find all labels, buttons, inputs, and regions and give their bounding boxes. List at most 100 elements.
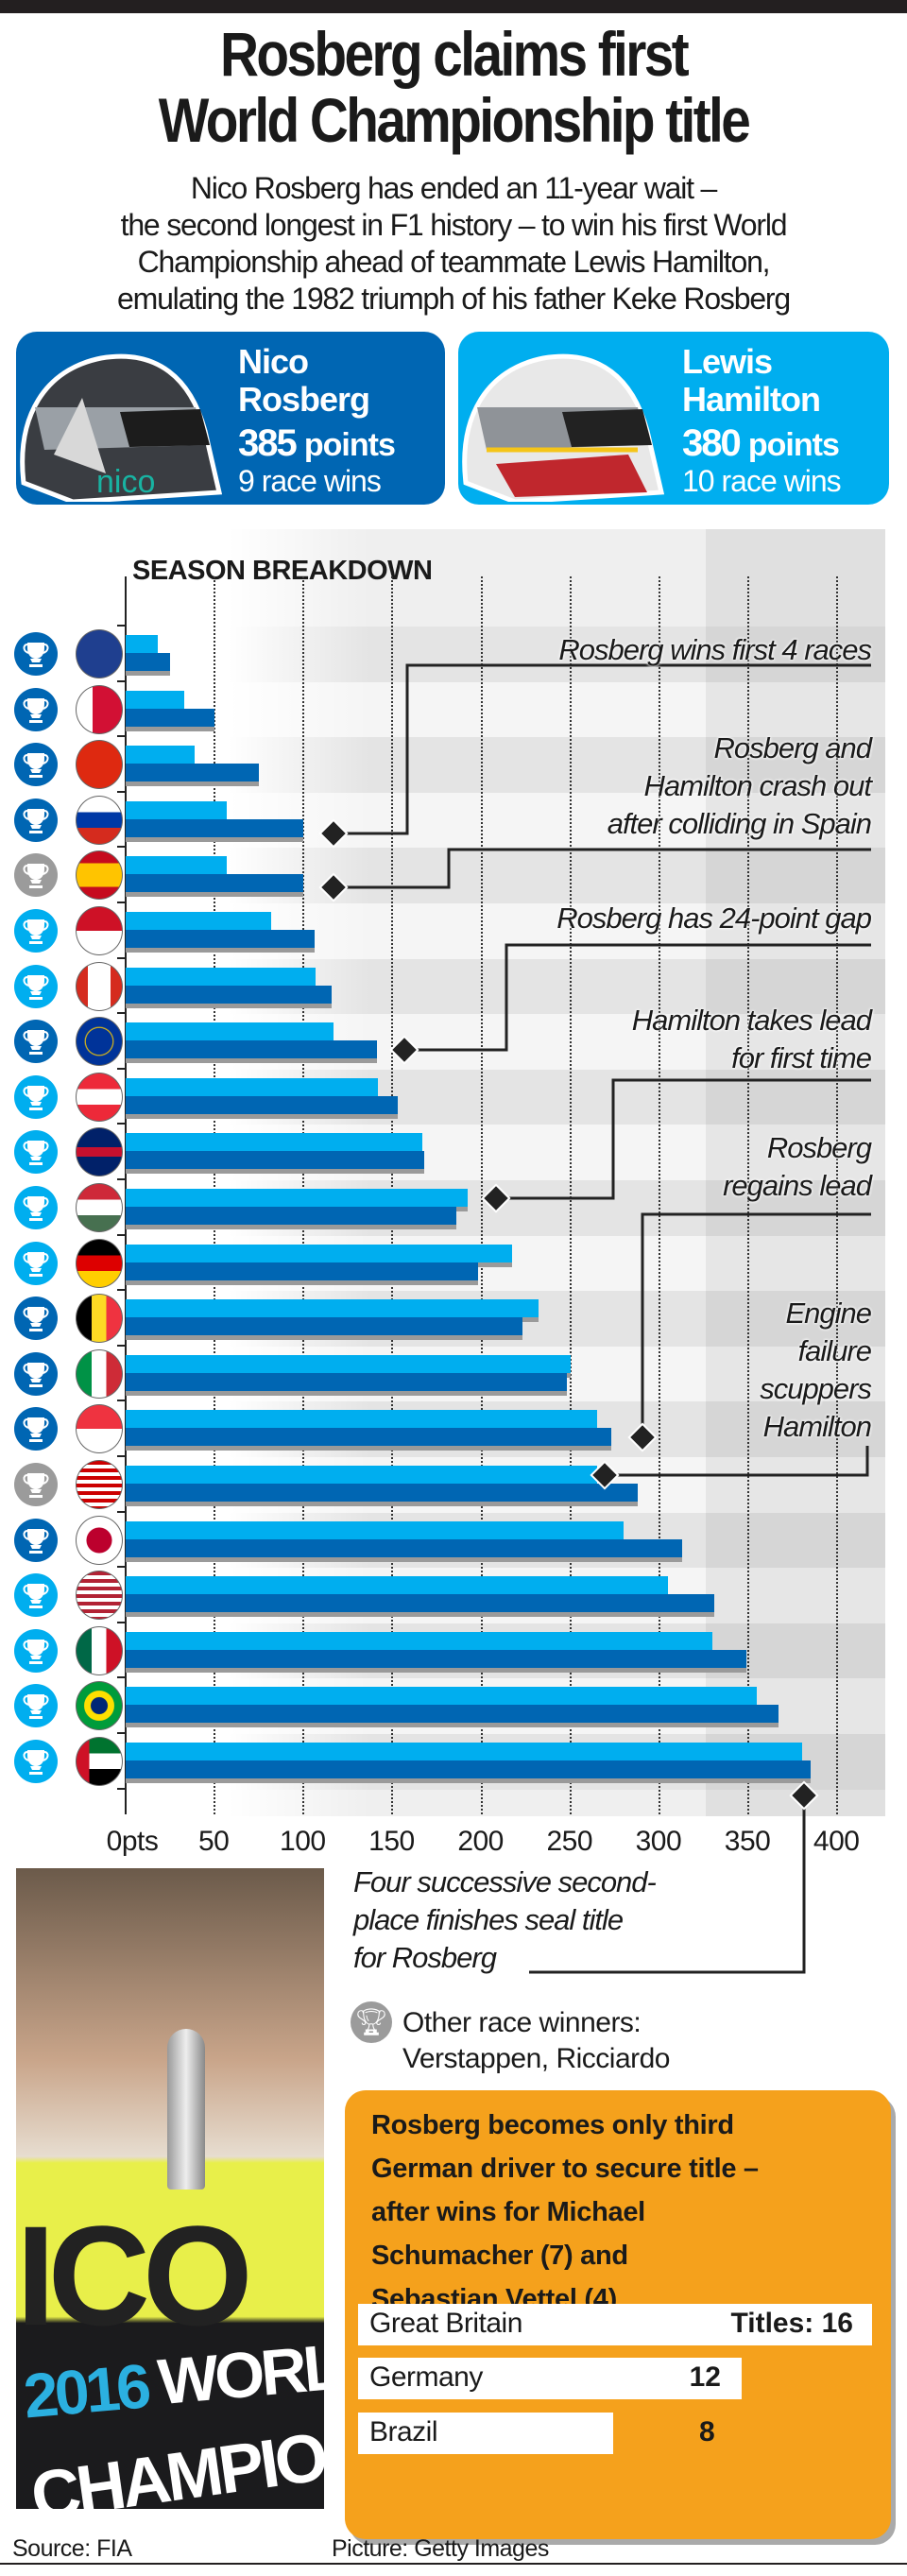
annotation-text: Rosberg wins first 4 races xyxy=(558,631,872,669)
annotation-leader-line xyxy=(496,1078,871,1200)
trophy-icon xyxy=(14,1186,58,1229)
axis-tick xyxy=(117,679,125,682)
axis-tick xyxy=(117,1067,125,1070)
trophy-icon xyxy=(14,1407,58,1451)
bar-rosberg xyxy=(126,1317,522,1336)
trophy-icon xyxy=(14,632,58,676)
bar-hamilton xyxy=(126,967,317,986)
annotation-line: Engine xyxy=(785,1297,872,1330)
axis-tick xyxy=(117,1123,125,1125)
flag-usa-icon xyxy=(76,1571,123,1621)
annotation-line: Rosberg has 24-point gap xyxy=(556,902,872,935)
hamilton-card: Lewis Hamilton 380 points 10 race wins xyxy=(458,332,889,505)
axis-label: 400 xyxy=(813,1826,860,1857)
bar-rosberg xyxy=(126,1705,779,1724)
bar-hamilton xyxy=(126,1466,597,1484)
annotation-leader-line xyxy=(529,1795,806,1974)
trophy-icon xyxy=(14,1074,58,1119)
axis-tick xyxy=(117,1455,125,1457)
bar-rosberg xyxy=(126,1095,399,1114)
annotation-text: Rosberg has 24-point gap xyxy=(556,900,872,937)
bar-rosberg xyxy=(126,653,171,671)
driver-last-name: Rosberg xyxy=(238,380,370,419)
rosberg-card: nico Nico Rosberg 385 points 9 race wins xyxy=(16,332,445,505)
bar-hamilton xyxy=(126,1077,379,1096)
bar-hamilton xyxy=(126,746,196,764)
annotation-line: regains lead xyxy=(723,1169,872,1202)
driver-wins: 10 race wins xyxy=(682,464,842,498)
flag-australia-icon xyxy=(76,629,123,678)
intro-line: Nico Rosberg has ended an 11-year wait – xyxy=(190,171,717,205)
bar-rosberg xyxy=(126,1760,811,1778)
annotation-line: for first time xyxy=(731,1041,872,1074)
bar-rosberg xyxy=(126,874,304,893)
annotation-line: after colliding in Spain xyxy=(607,807,872,840)
bar-rosberg xyxy=(126,764,260,782)
flag-singapore-icon xyxy=(76,1404,123,1454)
bar-rosberg xyxy=(126,1262,478,1280)
annotation-line: Rosberg wins first 4 races xyxy=(558,633,872,666)
trophy-icon xyxy=(14,1130,58,1175)
trophy-icon xyxy=(14,798,58,842)
bar-hamilton xyxy=(126,635,158,653)
axis-label: 0pts xyxy=(106,1826,159,1857)
flag-europe-icon xyxy=(76,1017,123,1067)
annotation-line: failure xyxy=(797,1334,872,1367)
bar-hamilton xyxy=(126,800,228,819)
trophy-icon xyxy=(14,743,58,787)
axis-tick xyxy=(117,1621,125,1623)
flag-malaysia-icon xyxy=(76,1460,123,1509)
axis-tick xyxy=(117,1233,125,1236)
axis-label: 250 xyxy=(546,1826,593,1857)
trophy-icon xyxy=(14,1573,58,1618)
rosberg-helmet-icon: nico xyxy=(20,353,223,502)
trophy-icon xyxy=(14,853,58,898)
trophy-icon xyxy=(14,909,58,953)
bar-hamilton xyxy=(126,1354,571,1373)
gridline xyxy=(836,576,839,1814)
champion-photo: ICO 2016 WORLD CHAMPION xyxy=(16,1868,324,2509)
bar-hamilton xyxy=(126,1576,669,1595)
svg-text:nico: nico xyxy=(96,464,155,500)
bar-rosberg xyxy=(126,1428,612,1447)
annotation-diamond-marker xyxy=(789,1780,819,1811)
gridline xyxy=(480,576,483,1814)
flag-mexico-icon xyxy=(76,1625,123,1675)
flag-great-britain-icon xyxy=(76,1127,123,1177)
driver-points: 385 points xyxy=(238,422,396,464)
bar-hamilton xyxy=(126,912,272,930)
annotation-line: place finishes seal title xyxy=(353,1903,624,1936)
top-rule xyxy=(0,0,907,13)
trophy-icon xyxy=(14,1684,58,1728)
chart-title: SEASON BREAKDOWN xyxy=(132,556,433,586)
titles-row-brazil: Brazil xyxy=(358,2413,613,2454)
axis-tick xyxy=(117,1732,125,1734)
bar-rosberg xyxy=(126,1207,457,1225)
annotation-text: Hamilton takes lead for first time xyxy=(631,1002,872,1077)
axis-label: 350 xyxy=(724,1826,771,1857)
trophy-icon xyxy=(14,1241,58,1285)
trophy-icon xyxy=(14,1628,58,1673)
bar-rosberg xyxy=(126,1594,715,1613)
flag-italy-icon xyxy=(76,1348,123,1399)
intro-line: emulating the 1982 triumph of his father… xyxy=(117,282,791,316)
bar-rosberg xyxy=(126,1538,683,1557)
bar-hamilton xyxy=(126,1299,539,1318)
trophy-icon xyxy=(14,1740,58,1783)
trophy-icon xyxy=(14,1351,58,1396)
page-title-line2: World Championship title xyxy=(158,85,751,155)
bar-hamilton xyxy=(126,1022,334,1041)
axis-tick xyxy=(117,790,125,793)
annotation-leader-line xyxy=(334,848,871,889)
bottom-rule xyxy=(0,2563,907,2565)
titles-row-great-britain: Great Britain Titles: 16 xyxy=(358,2304,872,2345)
germany-box-text: Rosberg becomes only third German driver … xyxy=(371,2110,759,2314)
annotation-line: scuppers xyxy=(760,1372,872,1405)
driver-first-name: Nico xyxy=(238,342,309,381)
axis-tick xyxy=(117,1178,125,1180)
annotation-text: Rosberg and Hamilton crash out after colli… xyxy=(607,730,872,843)
annotation-diamond-marker xyxy=(590,1460,620,1490)
annotation-line: Hamilton takes lead xyxy=(631,1004,872,1037)
